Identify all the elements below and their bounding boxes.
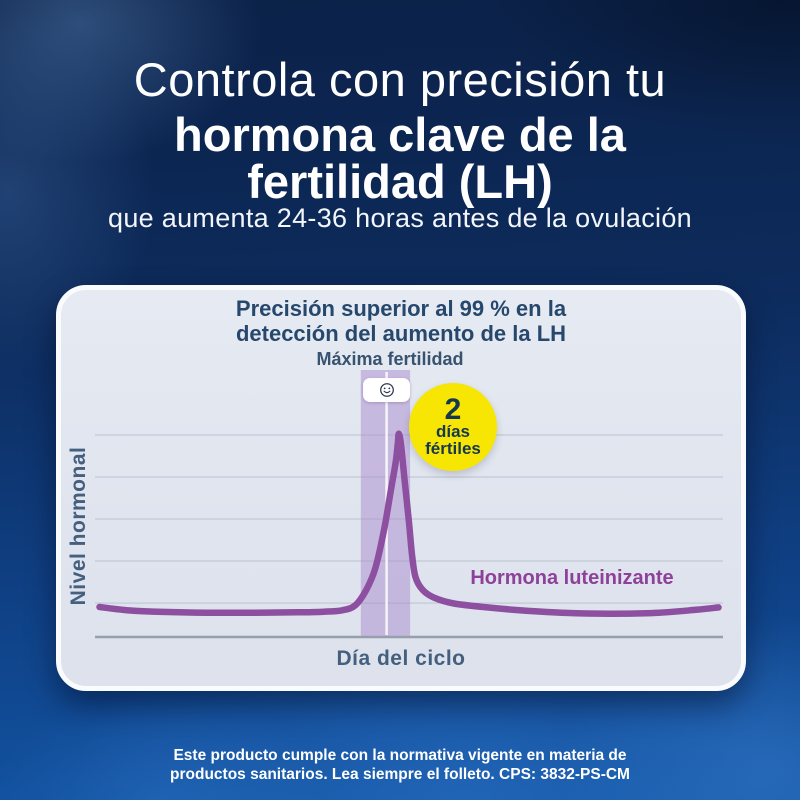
chart-title-line1: Precisión superior al 99 % en la	[235, 296, 567, 321]
badge-count: 2	[444, 393, 462, 426]
fertile-band-label: Máxima fertilidad	[316, 349, 464, 369]
series-legend: Hormona luteinizante	[470, 567, 674, 589]
smiley-icon	[378, 381, 396, 399]
chart-title-line2: detección del aumento de la LH	[235, 321, 567, 346]
y-axis-label: Nivel hormonal	[67, 446, 90, 606]
fertile-days-badge: 2 días fértiles	[409, 383, 497, 471]
header-subtitle: que aumenta 24-36 horas antes de la ovul…	[108, 203, 692, 233]
header-title-bold-line2: fertilidad (LH)	[247, 155, 553, 208]
badge-word-dias: días	[435, 422, 471, 441]
header-title-light: Controla con precisión tu	[133, 53, 667, 106]
smiley-chip	[363, 378, 410, 402]
x-axis-label: Día del ciclo	[336, 647, 466, 670]
header-title-bold-line1: hormona clave de la	[174, 108, 626, 161]
footer-disclaimer: Este producto cumple con la normativa vi…	[0, 746, 800, 784]
footer-line2: productos sanitarios. Lea siempre el fol…	[170, 766, 630, 783]
chart-title: Precisión superior al 99 % en la detecci…	[56, 296, 746, 346]
badge-word-fertiles: fértiles	[425, 439, 481, 458]
footer-line1: Este producto cumple con la normativa vi…	[173, 747, 627, 764]
